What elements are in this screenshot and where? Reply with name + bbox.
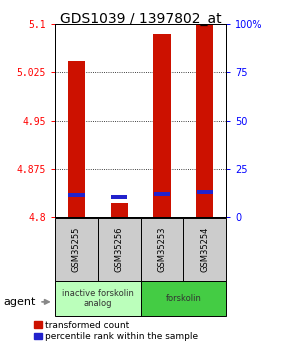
Text: agent: agent [3,297,35,307]
Bar [184,218,226,281]
Text: GSM35256: GSM35256 [115,227,124,272]
Bar [153,34,171,217]
Bar [154,191,170,196]
Bar [141,281,226,316]
Bar [197,190,213,194]
Bar [55,218,98,281]
Text: GSM35254: GSM35254 [200,227,209,272]
Bar [111,195,127,199]
Legend: transformed count, percentile rank within the sample: transformed count, percentile rank withi… [34,321,198,341]
Text: GDS1039 / 1397802_at: GDS1039 / 1397802_at [60,12,222,26]
Text: GSM35255: GSM35255 [72,227,81,272]
Bar [196,24,213,217]
Bar [111,203,128,217]
Text: GSM35253: GSM35253 [157,227,166,272]
Bar [68,193,85,197]
Bar [55,281,141,316]
Bar [141,218,184,281]
Text: inactive forskolin
analog: inactive forskolin analog [62,289,134,308]
Bar [98,218,141,281]
Bar [68,61,85,217]
Text: forskolin: forskolin [166,294,201,303]
